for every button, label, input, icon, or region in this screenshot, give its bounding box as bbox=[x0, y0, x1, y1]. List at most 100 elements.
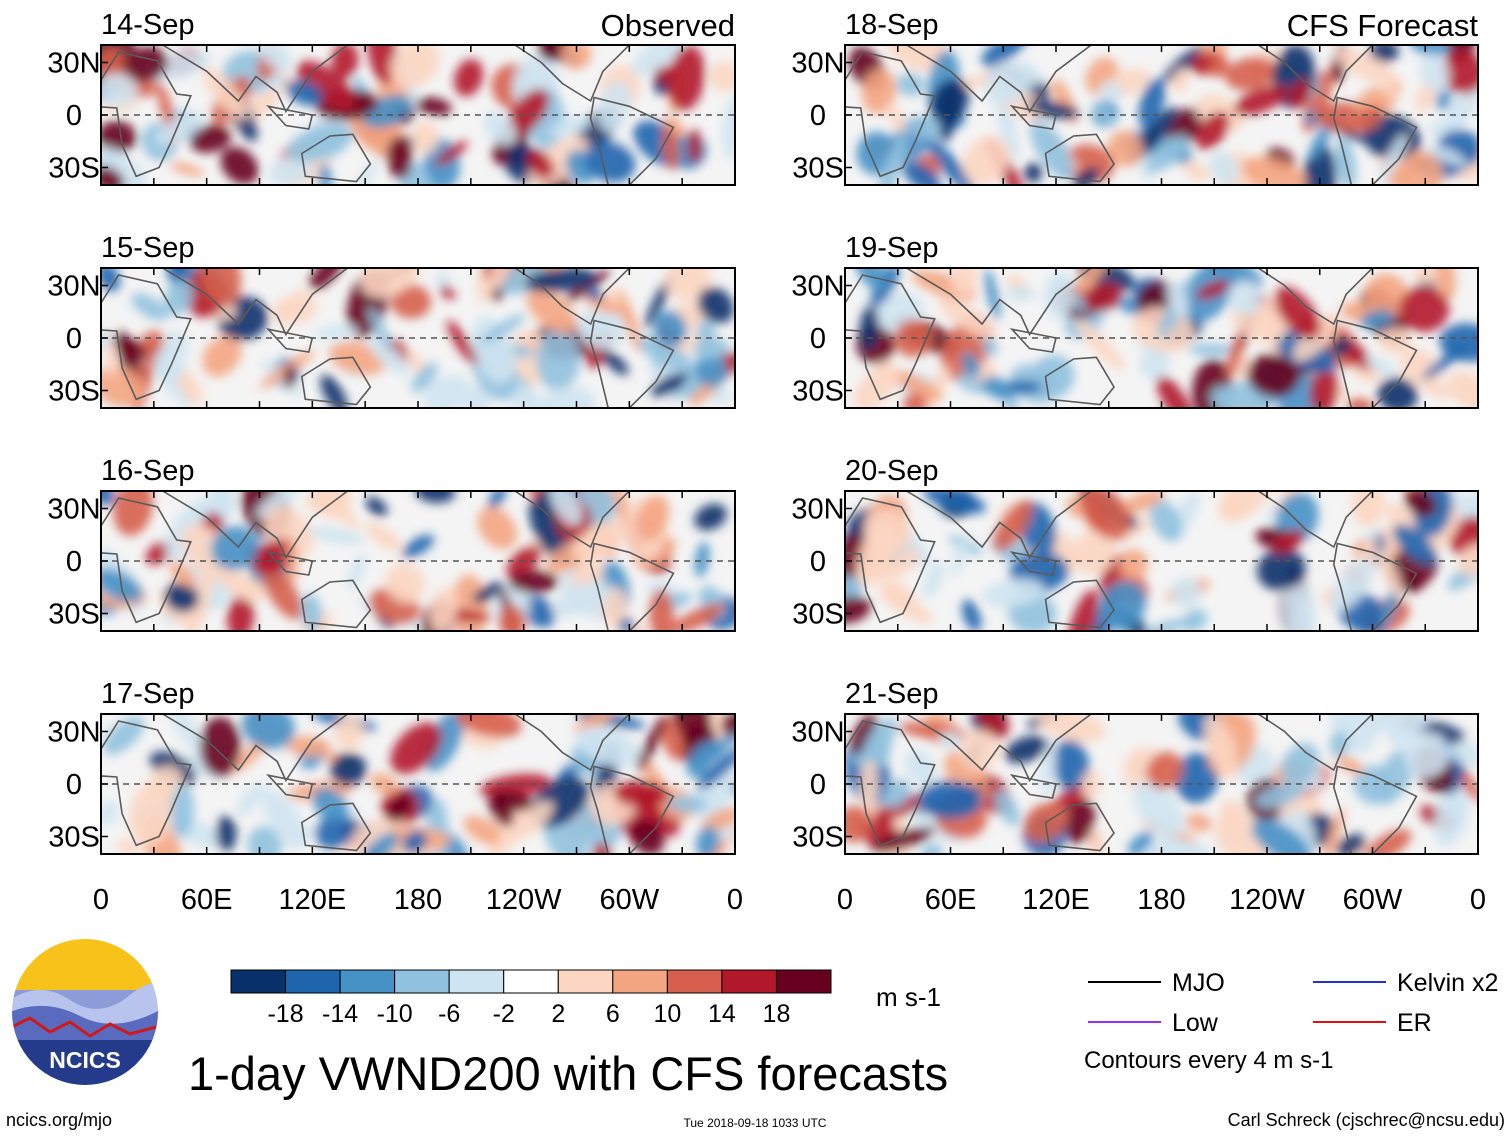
x-tick-label: 120W bbox=[486, 884, 562, 916]
wind-anomaly-cell bbox=[930, 78, 970, 123]
wind-anomaly-cell bbox=[845, 806, 872, 843]
wind-anomaly-cell bbox=[1099, 580, 1147, 631]
wind-anomaly-cell bbox=[1359, 309, 1394, 330]
x-tick-label: 60E bbox=[181, 884, 233, 916]
north-america-outline bbox=[513, 714, 631, 772]
colorbar-swatch bbox=[394, 969, 450, 994]
wind-anomaly-cell bbox=[1098, 81, 1124, 101]
wind-anomaly-cell bbox=[995, 91, 1020, 160]
wind-anomaly-cell bbox=[694, 503, 727, 531]
wind-anomaly-cell bbox=[522, 595, 556, 628]
colorbar-label: 10 bbox=[653, 1000, 681, 1028]
wind-anomaly-cell bbox=[585, 313, 623, 337]
wind-anomaly-cell bbox=[498, 604, 526, 631]
wind-anomaly-cell bbox=[696, 747, 735, 791]
wind-anomaly-cell bbox=[1181, 609, 1208, 631]
north-america-outline bbox=[513, 268, 631, 326]
wind-anomaly-cell bbox=[1166, 281, 1190, 319]
wind-anomaly-cell bbox=[538, 386, 596, 408]
north-america-outline bbox=[1256, 45, 1374, 103]
wind-anomaly-cell bbox=[236, 782, 266, 816]
wind-anomaly-cell bbox=[411, 121, 439, 155]
wind-anomaly-cell bbox=[877, 135, 907, 185]
wind-anomaly-cell bbox=[535, 328, 581, 391]
wind-anomaly-cell bbox=[560, 45, 592, 70]
wind-anomaly-cell bbox=[884, 548, 921, 580]
north-america-outline bbox=[513, 491, 631, 549]
wind-anomaly-cell bbox=[477, 506, 517, 550]
wind-anomaly-cell bbox=[1080, 491, 1131, 541]
maritime-continent-outline bbox=[1009, 774, 1057, 799]
wind-anomaly-cell bbox=[584, 140, 636, 183]
wind-anomaly-cell bbox=[550, 114, 592, 139]
australia-outline bbox=[300, 802, 372, 852]
website-link[interactable]: ncics.org/mjo bbox=[6, 1110, 112, 1130]
wind-anomaly-cell bbox=[1365, 356, 1396, 376]
africa-outline bbox=[845, 720, 936, 847]
wind-anomaly-cell bbox=[662, 125, 680, 171]
wind-anomaly-cell bbox=[1288, 78, 1312, 109]
wind-anomaly-cell bbox=[861, 68, 897, 114]
wind-anomaly-cell bbox=[574, 714, 618, 735]
wind-anomaly-cell bbox=[101, 120, 137, 154]
wind-anomaly-cell bbox=[1225, 56, 1277, 91]
africa-outline bbox=[845, 497, 936, 624]
colorbar-label: -18 bbox=[267, 1000, 303, 1028]
wind-anomaly-cell bbox=[424, 714, 465, 772]
wind-anomaly-cell bbox=[390, 722, 442, 774]
wind-anomaly-cell bbox=[632, 620, 650, 631]
asia-outline bbox=[904, 268, 1093, 337]
wind-anomaly-cell bbox=[1195, 111, 1230, 150]
colorbar-label: 18 bbox=[763, 1000, 791, 1028]
coastlines bbox=[845, 45, 1418, 185]
legend: MJO Kelvin x2 Low ER bbox=[1088, 969, 1498, 1037]
wind-anomaly-cell bbox=[189, 124, 232, 153]
wind-anomaly-cell bbox=[879, 794, 923, 819]
wind-anomaly-cell bbox=[455, 714, 522, 738]
coastlines bbox=[101, 45, 675, 185]
wind-anomaly-cell bbox=[854, 363, 900, 408]
x-tick-label: 120E bbox=[278, 884, 346, 916]
wind-anomaly-cell bbox=[994, 790, 1021, 826]
africa-outline bbox=[845, 274, 936, 401]
wind-anomaly-cell bbox=[463, 383, 492, 408]
wind-anomaly-cell bbox=[672, 714, 712, 746]
x-tick-label: 120W bbox=[1229, 884, 1305, 916]
wind-anomaly-cell bbox=[202, 335, 242, 377]
wind-anomaly-cell bbox=[1329, 557, 1375, 613]
map-panel-21-Sep: 21-Sep bbox=[844, 678, 1479, 855]
wind-anomaly-cell bbox=[1336, 756, 1364, 775]
wind-anomaly-cell bbox=[223, 573, 268, 602]
australia-outline bbox=[1044, 802, 1115, 852]
australia-outline bbox=[300, 579, 372, 629]
colorbar-label: 6 bbox=[606, 1000, 620, 1028]
y-tick-label: 0 bbox=[810, 100, 826, 132]
wind-anomaly-cell bbox=[1354, 86, 1383, 114]
north-america-outline bbox=[1256, 268, 1374, 326]
wind-anomaly-cell bbox=[565, 269, 610, 302]
wind-anomaly-cell bbox=[315, 813, 355, 850]
map-panel-14-Sep: 14-Sep bbox=[100, 9, 736, 186]
asia-outline bbox=[161, 268, 349, 337]
wind-anomaly-cell bbox=[709, 61, 735, 92]
wind-anomaly-cell bbox=[1293, 313, 1340, 362]
panel-date-label: 15-Sep bbox=[101, 232, 195, 264]
wind-anomaly-cell bbox=[434, 141, 468, 167]
colorbar-swatch bbox=[721, 969, 777, 994]
wind-anomaly-cell bbox=[667, 45, 705, 111]
wind-anomaly-cell bbox=[1036, 714, 1105, 743]
wind-anomaly-cell bbox=[639, 334, 664, 357]
panel-date-label: 14-Sep bbox=[101, 9, 195, 41]
wind-anomaly-cell bbox=[1149, 499, 1183, 542]
wind-anomaly-cell bbox=[105, 341, 118, 377]
wind-anomaly-cell bbox=[253, 538, 296, 575]
x-tick-label: 180 bbox=[1137, 884, 1185, 916]
wind-anomaly-cell bbox=[286, 80, 323, 106]
wind-anomaly-cell bbox=[926, 137, 975, 185]
wind-anomaly-cell bbox=[601, 586, 628, 629]
wind-anomaly-cell bbox=[1393, 524, 1437, 565]
wind-anomaly-cell bbox=[361, 832, 399, 854]
x-tick-label: 60W bbox=[600, 884, 660, 916]
wind-anomaly-cell bbox=[1171, 68, 1190, 93]
wind-anomaly-cell bbox=[1449, 516, 1478, 556]
